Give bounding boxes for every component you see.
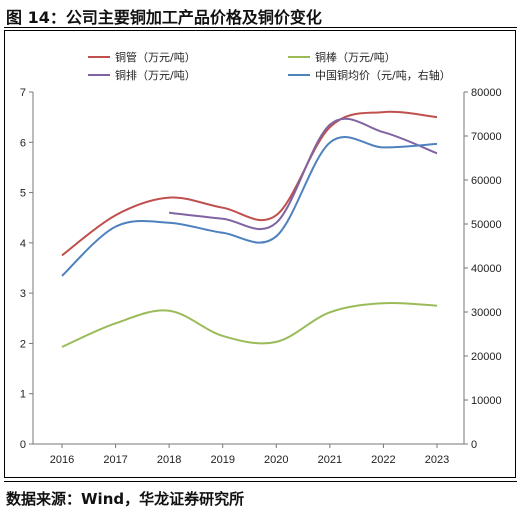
series-copper-bar-line xyxy=(168,117,438,231)
x-tick-label: 2021 xyxy=(318,454,342,466)
x-tick-label: 2016 xyxy=(50,454,74,466)
left-tick-label: 7 xyxy=(20,87,26,99)
left-tick-label: 3 xyxy=(20,288,26,300)
x-tick-label: 2022 xyxy=(371,454,395,466)
left-tick-label: 5 xyxy=(20,188,26,200)
right-tick-label: 80000 xyxy=(471,87,502,99)
legend-label: 铜棒（万元/吨） xyxy=(315,50,396,64)
series-copper-tube-line xyxy=(61,110,438,257)
chart-frame xyxy=(4,30,516,478)
legend-label: 铜管（万元/吨） xyxy=(115,50,196,64)
right-tick-label: 10000 xyxy=(471,395,502,407)
series-copper-price-line xyxy=(61,136,438,277)
left-tick-label: 1 xyxy=(20,389,26,401)
x-tick-label: 2019 xyxy=(210,454,234,466)
right-tick-label: 0 xyxy=(471,439,477,451)
source-note: 数据来源：Wind，华龙证券研究所 xyxy=(6,490,245,508)
top-rule xyxy=(4,27,517,28)
left-tick-label: 2 xyxy=(20,338,26,350)
legend-label: 中国铜均价（元/吨，右轴） xyxy=(315,68,451,82)
left-tick-label: 4 xyxy=(20,238,26,250)
left-tick-label: 0 xyxy=(20,439,26,451)
x-tick-label: 2020 xyxy=(264,454,288,466)
right-tick-label: 60000 xyxy=(471,175,502,187)
bottom-rule xyxy=(4,481,517,482)
left-tick-label: 6 xyxy=(20,137,26,149)
chart-title: 图 14：公司主要铜加工产品价格及铜价变化 xyxy=(6,8,322,27)
right-tick-label: 70000 xyxy=(471,131,502,143)
right-tick-label: 50000 xyxy=(471,219,502,231)
series-copper-rod-line xyxy=(61,301,438,348)
legend-label: 铜排（万元/吨） xyxy=(115,68,196,82)
right-tick-label: 30000 xyxy=(471,307,502,319)
x-tick-label: 2017 xyxy=(103,454,127,466)
x-tick-label: 2023 xyxy=(425,454,449,466)
right-tick-label: 40000 xyxy=(471,263,502,275)
x-tick-label: 2018 xyxy=(157,454,181,466)
right-tick-label: 20000 xyxy=(471,351,502,363)
